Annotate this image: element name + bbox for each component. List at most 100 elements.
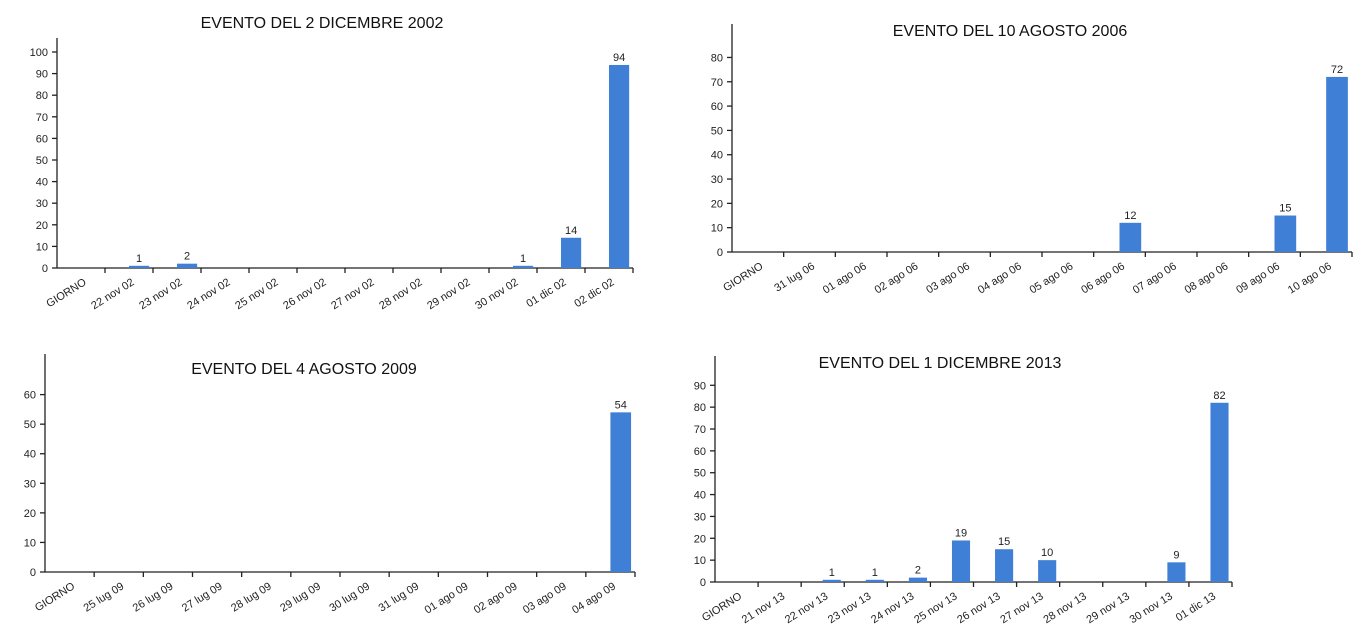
x-tick-label: 05 ago 06 [1028,260,1076,296]
data-label: 2 [915,565,921,577]
x-tick-label: 03 ago 06 [924,260,972,296]
bar [609,64,630,269]
x-tick-label: 02 ago 09 [472,580,520,616]
y-tick-label: 50 [36,155,48,167]
data-label: 72 [1331,64,1343,76]
x-tick-label: 25 nov 02 [233,276,280,312]
x-tick-label: 01 ago 09 [423,580,471,616]
x-tick-label: 31 lug 09 [377,580,422,614]
x-tick-label: 26 nov 13 [955,590,1002,626]
x-tick-label: 27 nov 02 [329,276,376,312]
bar [610,412,632,572]
y-tick-label: 80 [711,52,723,64]
x-tick-label: 25 nov 13 [912,590,959,626]
x-tick-label: 27 lug 09 [180,580,225,614]
x-tick-label: GIORNO [44,276,89,310]
chart-title: EVENTO DEL 1 DICEMBRE 2013 [819,355,1062,372]
bar [1210,402,1229,582]
x-tick-label: 01 ago 06 [821,260,869,296]
data-label: 54 [615,399,627,411]
y-tick-label: 60 [36,133,48,145]
y-tick-label: 10 [711,223,723,235]
y-tick-label: 0 [717,247,723,259]
chart-title: EVENTO DEL 4 AGOSTO 2009 [191,361,417,378]
y-tick-label: 10 [694,555,706,567]
data-label: 12 [1124,210,1136,222]
x-tick-label: 27 nov 13 [998,590,1045,626]
y-tick-label: 40 [711,150,723,162]
x-tick-label: GIORNO [33,580,78,614]
x-tick-label: 08 ago 06 [1183,260,1231,296]
x-tick-label: 06 ago 06 [1079,260,1127,296]
x-tick-label: 01 dic 02 [524,276,568,310]
chart-3: EVENTO DEL 4 AGOSTO 2009 0 10 20 30 40 50 60 GIO… [24,354,636,616]
data-label: 9 [1173,549,1179,561]
x-tick-label: 28 lug 09 [229,580,274,614]
chart-2: EVENTO DEL 10 AGOSTO 2006 0 10 20 30 40 50 60 70… [711,23,1353,296]
bar [1038,560,1057,582]
x-tick-label: 09 ago 06 [1234,260,1282,296]
y-tick-label: 70 [694,424,706,436]
x-tick-label: 04 ago 09 [570,580,618,616]
x-tick-label: 22 nov 13 [783,590,830,626]
x-tick-label: 01 dic 13 [1174,590,1218,624]
data-label: 2 [184,251,190,263]
x-tick-label: 03 ago 09 [521,580,569,616]
data-label: 94 [613,52,625,64]
x-tick-label: 24 nov 13 [869,590,916,626]
data-label: 15 [1279,203,1291,215]
bar [865,579,884,582]
data-label: 1 [136,253,142,265]
y-tick-label: 60 [24,390,36,402]
x-tick-label: 24 nov 02 [185,276,232,312]
x-tick-label: 23 nov 02 [137,276,184,312]
y-tick-label: 80 [36,90,48,102]
x-tick-label: 04 ago 06 [976,260,1024,296]
x-tick-label: 22 nov 02 [89,276,136,312]
y-tick-label: 50 [694,468,706,480]
bar [995,549,1014,582]
x-tick-label: 29 lug 09 [278,580,323,614]
chart-title: EVENTO DEL 2 DICEMBRE 2002 [201,15,444,32]
bar [561,237,582,268]
y-tick-label: 20 [24,508,36,520]
x-tick-label: 10 ago 06 [1286,260,1334,296]
y-tick-label: 0 [42,263,48,275]
data-label: 10 [1041,547,1053,559]
y-tick-label: 70 [36,112,48,124]
y-tick-label: 40 [24,449,36,461]
x-tick-label: 28 nov 02 [377,276,424,312]
y-tick-label: 60 [711,101,723,113]
y-tick-label: 30 [24,478,36,490]
bar [1274,215,1297,252]
y-tick-label: 80 [694,402,706,414]
chart-title: EVENTO DEL 10 AGOSTO 2006 [893,23,1128,40]
y-tick-label: 50 [24,419,36,431]
y-tick-label: 0 [700,577,706,589]
x-tick-label: 29 nov 02 [425,276,472,312]
x-tick-label: 21 nov 13 [740,590,787,626]
data-label: 82 [1213,390,1225,402]
x-tick-label: 26 nov 02 [281,276,328,312]
bar [513,265,534,268]
x-tick-label: 30 nov 13 [1128,590,1175,626]
y-tick-label: 50 [711,125,723,137]
bar [177,263,198,268]
y-tick-label: 30 [711,174,723,186]
x-tick-label: 02 ago 06 [873,260,921,296]
x-tick-label: GIORNO [700,590,745,624]
x-tick-label: 02 dic 02 [572,276,616,310]
data-label: 1 [872,567,878,579]
y-tick-label: 0 [30,567,36,579]
x-tick-label: 31 lug 06 [772,260,817,294]
bar [908,577,927,582]
y-tick-label: 90 [694,380,706,392]
x-tick-label: 25 lug 09 [82,580,127,614]
bar [822,579,841,582]
y-tick-label: 90 [36,69,48,81]
x-tick-label: 30 nov 02 [473,276,520,312]
y-tick-label: 20 [711,198,723,210]
y-tick-label: 20 [36,220,48,232]
x-tick-label: 29 nov 13 [1085,590,1132,626]
